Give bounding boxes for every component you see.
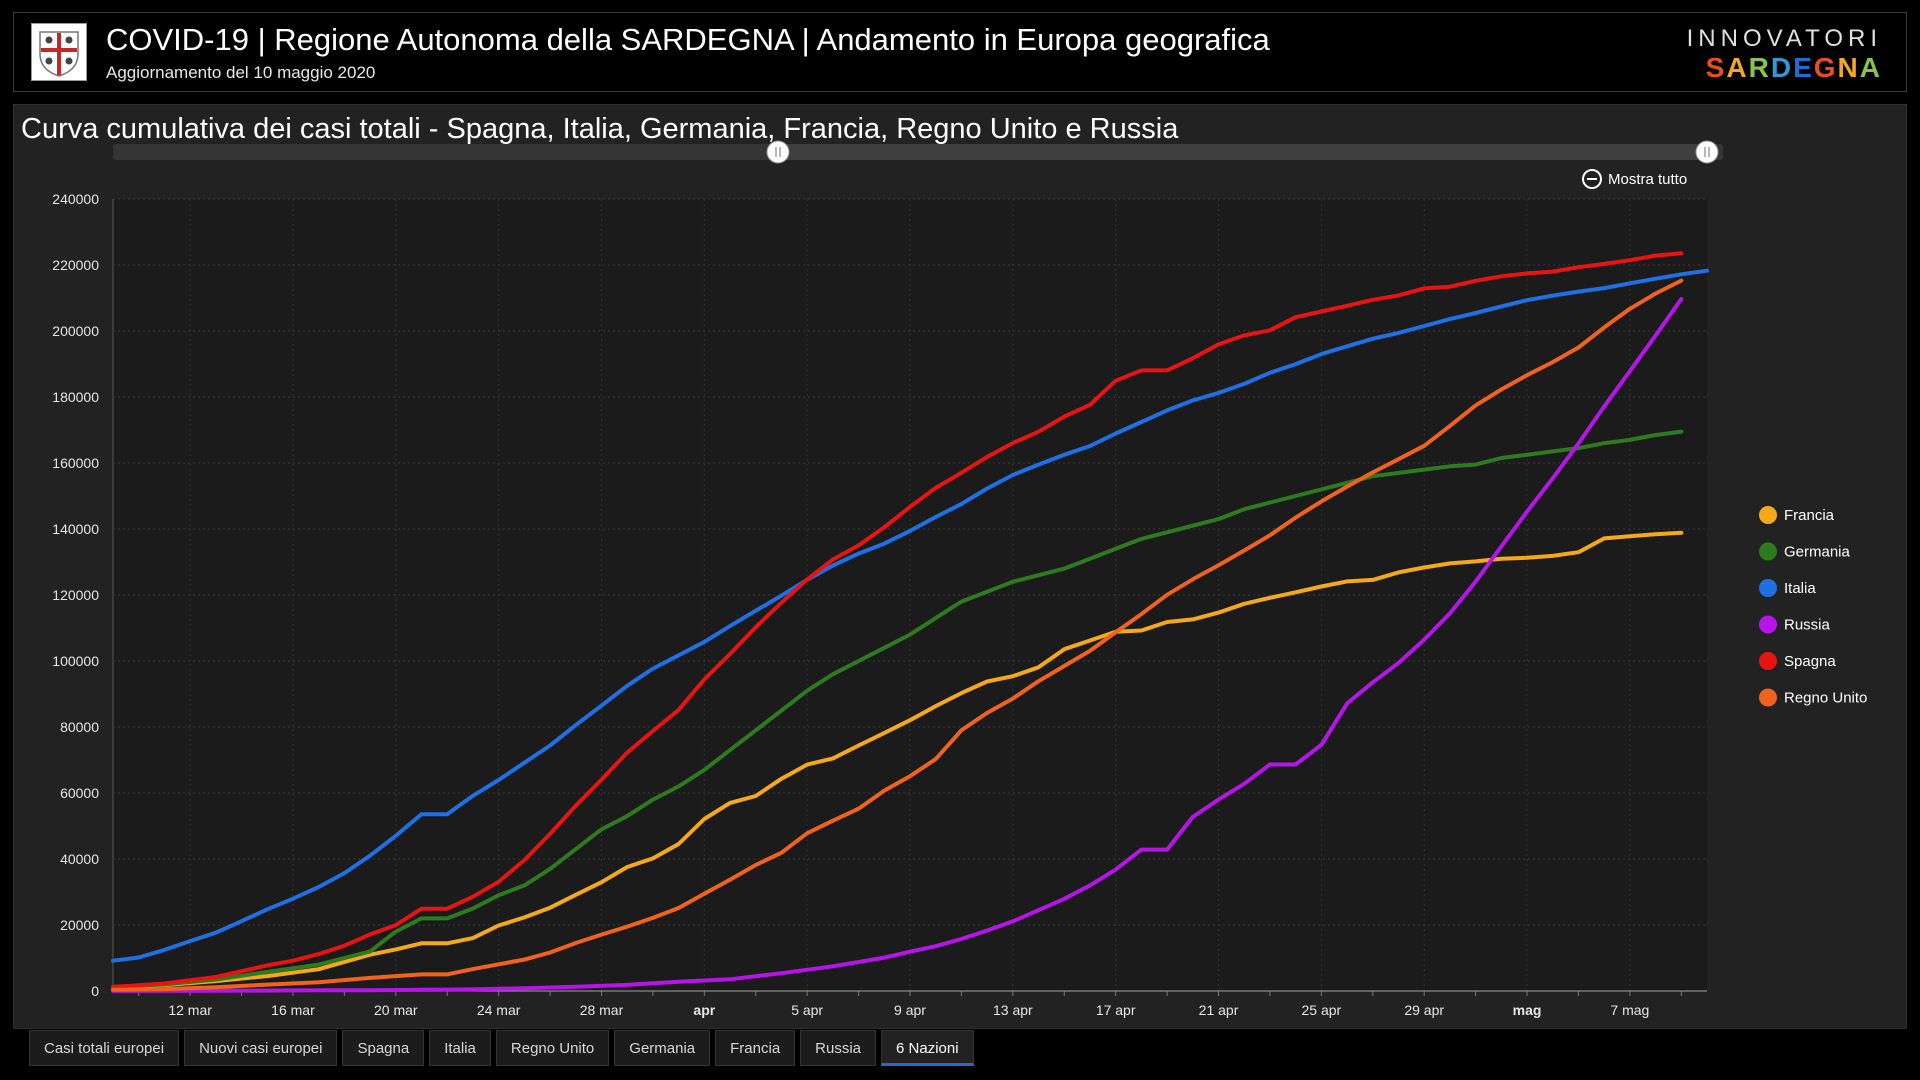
series-line-russia[interactable] <box>111 297 1684 993</box>
series-line-germania[interactable] <box>111 429 1684 989</box>
legend-swatch <box>1759 579 1777 597</box>
legend-label: Russia <box>1784 617 1831 634</box>
y-tick-label: 20000 <box>60 917 99 933</box>
x-tick-label: 16 mar <box>271 1002 315 1018</box>
tab-6-nazioni[interactable]: 6 Nazioni <box>881 1030 974 1066</box>
tab-spagna[interactable]: Spagna <box>342 1030 425 1066</box>
series-line-francia[interactable] <box>111 530 1684 989</box>
x-tick-label: apr <box>693 1002 715 1018</box>
y-tick-label: 100000 <box>52 653 99 669</box>
logo-letter: R <box>1748 52 1771 83</box>
zoom-scrollbar-range[interactable] <box>778 144 1713 160</box>
innovatori-logo-text: INNOVATORI <box>1686 25 1882 52</box>
x-tick-label: 13 apr <box>993 1002 1033 1018</box>
chart-panel: Curva cumulativa dei casi totali - Spagn… <box>13 104 1907 1029</box>
y-tick-label: 60000 <box>60 785 99 801</box>
x-tick-label: 7 mag <box>1610 1002 1649 1018</box>
logo-letter: A <box>1726 52 1749 83</box>
legend-swatch <box>1759 688 1777 707</box>
series-line-italia[interactable] <box>111 268 1709 963</box>
legend-swatch <box>1759 542 1777 561</box>
x-tick-label: 20 mar <box>374 1002 418 1018</box>
tab-francia[interactable]: Francia <box>715 1030 796 1066</box>
legend-swatch <box>1759 615 1777 634</box>
x-tick-label: 25 apr <box>1302 1002 1342 1018</box>
tab-casi-totali-europei[interactable]: Casi totali europei <box>29 1030 180 1066</box>
y-tick-label: 80000 <box>60 719 99 735</box>
y-tick-label: 200000 <box>52 323 99 339</box>
x-tick-label: 5 apr <box>791 1002 823 1018</box>
y-tick-label: 40000 <box>60 851 99 867</box>
zoom-out-label: Mostra tutto <box>1608 171 1687 188</box>
x-tick-label: mag <box>1513 1002 1542 1018</box>
app-header: COVID-19 | Regione Autonoma della SARDEG… <box>13 12 1907 92</box>
series-line-spagna[interactable] <box>111 251 1684 989</box>
legend-swatch <box>1759 652 1777 670</box>
line-chart: Mostra tutto 0 20000 40000 60000 80000 100000… <box>52 140 1867 1018</box>
update-date: Aggiornamento del 10 maggio 2020 <box>106 63 376 82</box>
legend-label: Germania <box>1784 544 1851 561</box>
legend-label: Regno Unito <box>1784 690 1867 707</box>
x-tick-label: 29 apr <box>1404 1002 1444 1018</box>
chart-title: Curva cumulativa dei casi totali - Spagn… <box>21 113 1179 145</box>
x-tick-label: 21 apr <box>1199 1002 1239 1018</box>
tab-regno-unito[interactable]: Regno Unito <box>495 1030 610 1066</box>
y-tick-label: 220000 <box>52 257 99 273</box>
logo-letter: E <box>1793 52 1814 83</box>
logo-letter: G <box>1813 52 1838 83</box>
tab-germania[interactable]: Germania <box>614 1030 711 1066</box>
legend-item-spagna[interactable]: Spagna <box>1759 652 1836 670</box>
x-tick-label: 24 mar <box>477 1002 521 1018</box>
logo-letter: A <box>1859 52 1882 83</box>
legend-item-germania[interactable]: Germania <box>1759 542 1851 561</box>
series-line-regno-unito[interactable] <box>111 278 1684 992</box>
legend-item-italia[interactable]: Italia <box>1759 579 1816 597</box>
dashboard-tabs: Casi totali europei Nuovi casi europei Spa… <box>29 1030 979 1066</box>
y-tick-label: 240000 <box>52 191 99 207</box>
logo-letter: D <box>1770 52 1794 83</box>
tab-nuovi-casi-europei[interactable]: Nuovi casi europei <box>184 1030 338 1066</box>
y-tick-label: 160000 <box>52 455 99 471</box>
tab-italia[interactable]: Italia <box>429 1030 491 1066</box>
x-tick-label: 9 apr <box>894 1002 926 1018</box>
x-tick-label: 17 apr <box>1096 1002 1136 1018</box>
x-tick-label: 12 mar <box>168 1002 212 1018</box>
logo-letter: N <box>1837 52 1860 83</box>
zoom-handle-left[interactable] <box>766 140 790 164</box>
page-title: COVID-19 | Regione Autonoma della SARDEG… <box>106 22 1270 57</box>
y-tick-label: 140000 <box>52 521 99 537</box>
sardegna-logo-text: SARDEGNA <box>1706 52 1882 84</box>
legend-item-regno-unito[interactable]: Regno Unito <box>1759 688 1867 707</box>
x-tick-label: 28 mar <box>580 1002 624 1018</box>
zoom-handle-right[interactable] <box>1695 140 1719 164</box>
sardinia-crest-logo <box>31 23 87 81</box>
y-tick-label: 0 <box>91 983 99 999</box>
legend-label: Francia <box>1784 507 1835 524</box>
y-tick-label: 180000 <box>52 389 99 405</box>
legend-item-francia[interactable]: Francia <box>1759 506 1835 524</box>
legend-item-russia[interactable]: Russia <box>1759 615 1831 634</box>
zoom-out-icon <box>1582 169 1602 189</box>
logo-letter: S <box>1705 52 1727 83</box>
zoom-out-button[interactable]: Mostra tutto <box>1582 169 1687 189</box>
tab-russia[interactable]: Russia <box>800 1030 877 1066</box>
y-tick-label: 120000 <box>52 587 99 603</box>
legend-label: Spagna <box>1784 653 1836 670</box>
legend-label: Italia <box>1784 580 1816 597</box>
legend-swatch <box>1759 506 1777 524</box>
